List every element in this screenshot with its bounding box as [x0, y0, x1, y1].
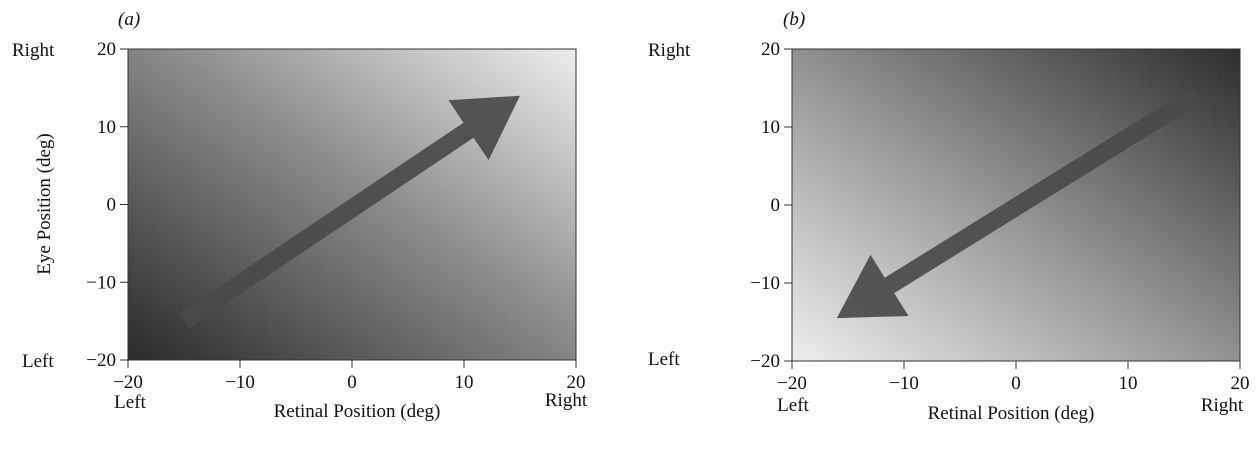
x-end-label-min-a: Left	[114, 392, 146, 413]
panel-label-b: (b)	[783, 9, 805, 30]
x-axis-label-a: Retinal Position (deg)	[274, 401, 441, 422]
x-end-label-min-b: Left	[777, 395, 809, 416]
x-axis-label-b: Retinal Position (deg)	[928, 403, 1095, 424]
y-end-label-min-a: Left	[22, 351, 54, 372]
x-axis-ticks-a: −20 −10 0 10 20	[113, 360, 586, 393]
y-tick-label: 10	[97, 117, 116, 138]
arrow-b	[836, 88, 1200, 319]
x-tick-label: −20	[777, 373, 807, 394]
y-tick-label: 0	[771, 195, 781, 216]
panel-a: (a) 20 10 0 −10 −20 −20 −10 0 10 20 Right Left L…	[12, 9, 588, 422]
y-axis-ticks-a: 20 10 0 −10 −20	[86, 39, 128, 371]
y-end-label-max-a: Right	[12, 40, 55, 61]
direction-arrow	[179, 95, 520, 329]
x-tick-label: 20	[567, 372, 586, 393]
y-axis-label-a: Eye Position (deg)	[34, 133, 55, 274]
x-tick-label: 0	[1011, 373, 1021, 394]
y-tick-label: 20	[761, 39, 780, 60]
y-tick-label: −20	[86, 350, 116, 371]
direction-arrow	[836, 88, 1200, 319]
x-axis-ticks-b: −20 −10 0 10 20	[777, 361, 1250, 394]
x-tick-label: −10	[889, 373, 919, 394]
y-tick-label: 10	[761, 117, 780, 138]
x-tick-label: 20	[1231, 373, 1250, 394]
y-end-label-min-b: Left	[648, 349, 680, 370]
x-end-label-max-a: Right	[545, 390, 588, 411]
x-tick-label: 10	[1119, 373, 1138, 394]
y-tick-label: 0	[107, 195, 117, 216]
x-tick-label: 10	[455, 372, 474, 393]
panel-b: (b) 20 10 0 −10 −20 −20 −10 0 10 20 Right Left L…	[648, 9, 1250, 424]
y-axis-ticks-b: 20 10 0 −10 −20	[750, 39, 792, 372]
y-tick-label: −10	[750, 273, 780, 294]
x-end-label-max-b: Right	[1201, 395, 1244, 416]
x-tick-label: −20	[113, 372, 143, 393]
x-tick-label: 0	[347, 372, 357, 393]
y-tick-label: −10	[86, 272, 116, 293]
x-tick-label: −10	[225, 372, 255, 393]
arrow-a	[179, 95, 520, 329]
y-end-label-max-b: Right	[648, 40, 691, 61]
y-tick-label: −20	[750, 351, 780, 372]
y-tick-label: 20	[97, 39, 116, 60]
panel-label-a: (a)	[118, 9, 140, 30]
